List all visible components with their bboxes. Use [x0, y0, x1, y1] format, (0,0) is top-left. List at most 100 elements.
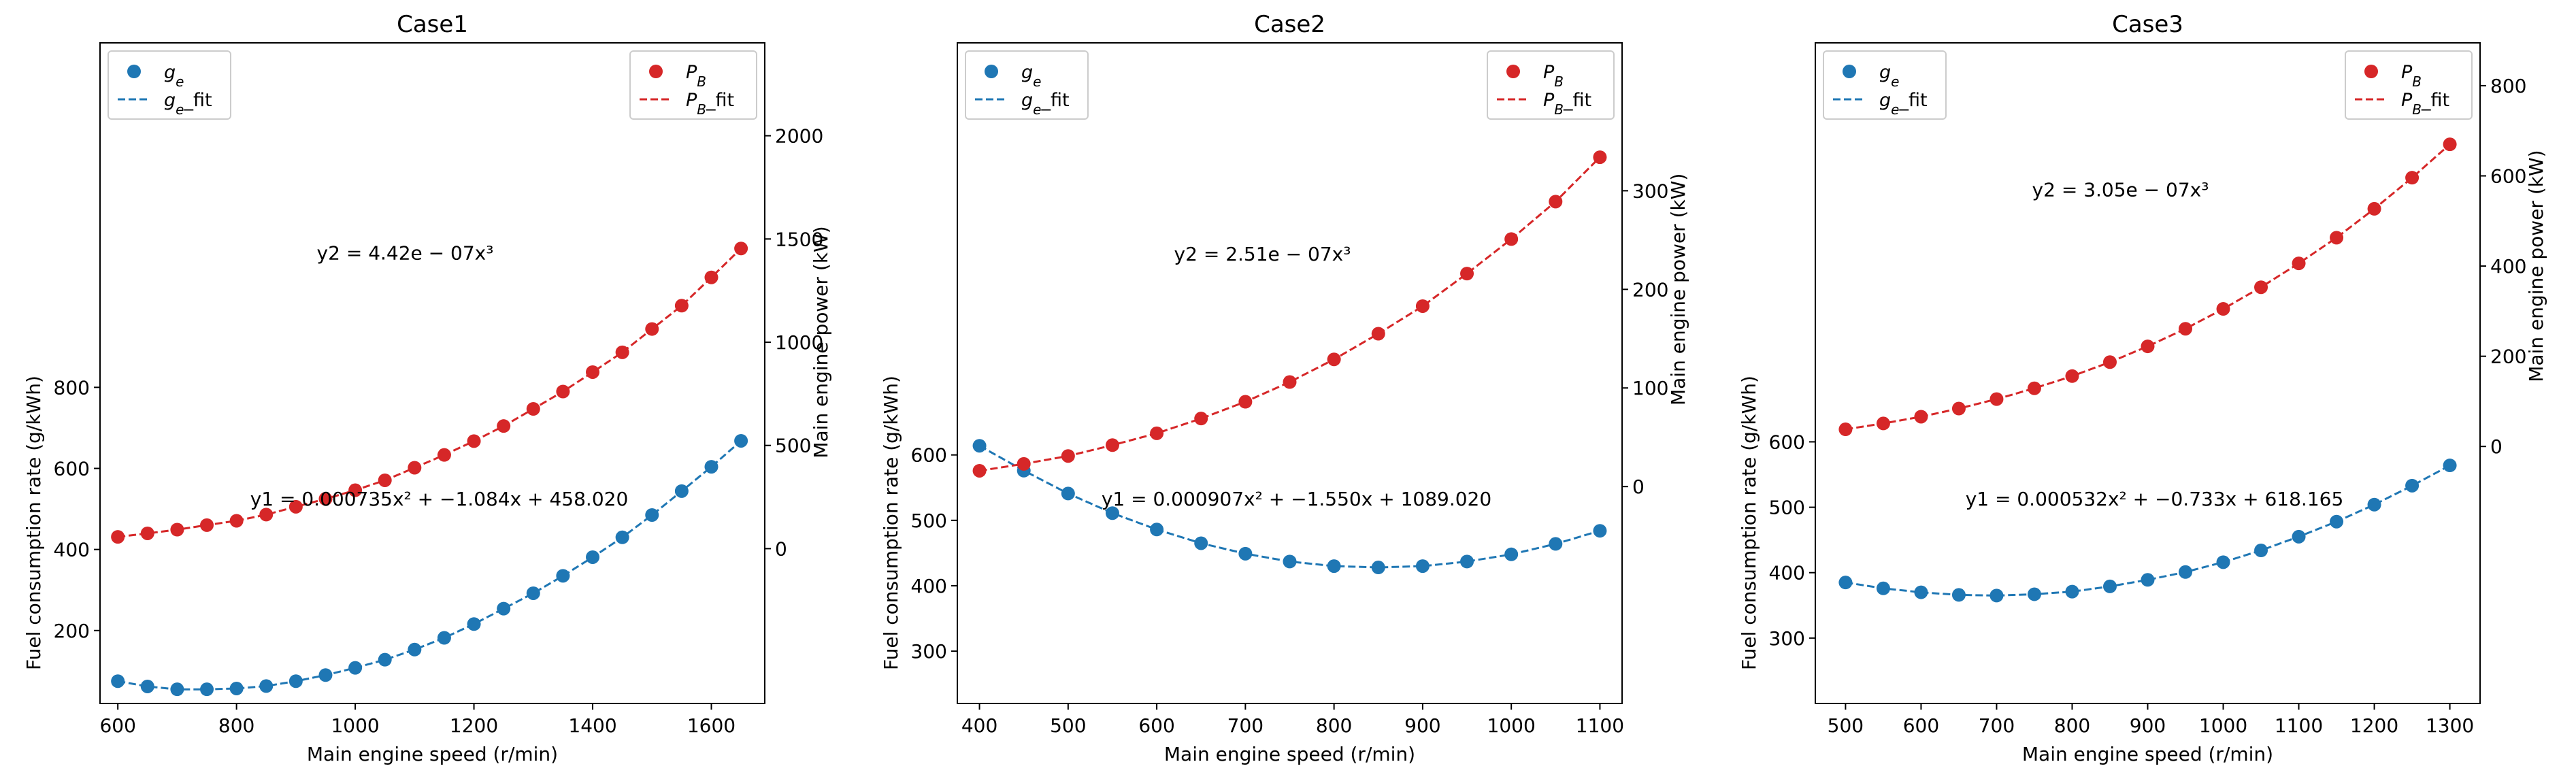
pb-point [467, 434, 481, 448]
ge-point [408, 642, 422, 657]
legend-label: PB_fit [1543, 90, 1591, 118]
pb-point [972, 463, 987, 478]
y-right-axis-label: Main engine power (kW) [810, 226, 832, 458]
ge-point [2330, 514, 2344, 529]
legend-marker [649, 65, 663, 78]
ge-point [2027, 587, 2041, 601]
pb-point [1415, 299, 1430, 313]
ge-point [318, 668, 333, 682]
y-right-tick-label: 500 [775, 435, 811, 457]
legend-label: ge_fit [1879, 90, 1928, 118]
pb-fit-equation: y2 = 2.51e − 07x³ [1174, 243, 1351, 265]
legend-label: ge [1021, 62, 1041, 90]
ge-point [1914, 585, 1928, 599]
legend-marker [2364, 65, 2378, 78]
ge-fit-equation: y1 = 0.000907x² + −1.550x + 1089.020 [1102, 488, 1491, 510]
y-right-tick-label: 300 [1632, 180, 1668, 202]
pb-point [348, 483, 363, 497]
y-left-tick-label: 600 [54, 457, 90, 480]
ge-point [1061, 486, 1075, 501]
x-tick-label: 700 [1979, 714, 2015, 737]
ge-point [140, 679, 154, 693]
y-left-tick-label: 200 [54, 620, 90, 642]
ge-point [1327, 559, 1341, 574]
pb-point [2367, 201, 2381, 216]
pb-point [1549, 195, 1563, 209]
ge-point [111, 674, 125, 689]
y-left-tick-label: 600 [911, 444, 947, 467]
y-right-tick-label: 0 [2490, 435, 2503, 458]
pb-fit-line [1845, 143, 2451, 431]
y-left-tick-label: 300 [911, 640, 947, 663]
ge-point [615, 530, 629, 544]
chart-panel-1: Case1 600 800 1000 1200 1400 1600 200 400 600 800 0… [22, 11, 832, 765]
pb-point [1061, 449, 1075, 463]
y-right-tick-label: 0 [1632, 476, 1645, 498]
ge-point [1593, 524, 1607, 538]
ge-point [586, 550, 600, 564]
ge-point [1371, 561, 1385, 575]
ge-fit-equation: y1 = 0.000735x² + −1.084x + 458.020 [250, 488, 629, 510]
x-tick-label: 1100 [1576, 714, 1624, 737]
y-right-tick-label: 200 [1632, 278, 1668, 301]
plot-frame [99, 42, 765, 704]
y-left-axis-label: Fuel consumption rate (g/kWh) [880, 376, 902, 670]
ge-point [1415, 559, 1430, 574]
x-tick-label: 1200 [2350, 714, 2398, 737]
pb-point [1951, 401, 1966, 416]
pb-point [259, 508, 274, 522]
pb-fit-equation: y2 = 3.05e − 07x³ [2032, 179, 2209, 201]
pb-point [556, 384, 570, 399]
y-left-tick-label: 800 [54, 376, 90, 399]
pb-point [1838, 422, 1853, 437]
pb-point [2102, 355, 2117, 369]
x-tick-label: 500 [1828, 714, 1864, 737]
y-left-tick-label: 500 [911, 510, 947, 532]
ge-point [2254, 544, 2268, 558]
legend-label: ge [164, 62, 184, 90]
y-right-tick-label: 2000 [775, 125, 823, 148]
pb-point [2027, 381, 2041, 395]
x-tick-label: 800 [2054, 714, 2090, 737]
pb-point [645, 322, 659, 336]
chart-panel-3: Case3 500 600 700 800 900 1000 1100 1200 1300 300 4… [1738, 11, 2547, 765]
ge-point [2179, 565, 2193, 579]
pb-point [378, 473, 392, 487]
y-right-tick-label: 0 [775, 537, 787, 560]
ge-point [437, 631, 451, 645]
ge-point [378, 652, 392, 667]
legend-marker [985, 65, 998, 78]
ge-point [229, 681, 244, 695]
x-tick-label: 700 [1227, 714, 1264, 737]
pb-point [1504, 232, 1519, 246]
x-tick-label: 600 [1903, 714, 1939, 737]
y-right-tick-label: 100 [1632, 377, 1668, 399]
y-right-axis-label: Main engine power (kW) [1667, 173, 1689, 405]
ge-point [674, 484, 689, 498]
y-right-tick-label: 600 [2490, 165, 2526, 188]
ge-point [1876, 581, 1890, 595]
ge-point [2443, 459, 2457, 473]
x-tick-label: 600 [99, 714, 135, 737]
pb-point [1593, 150, 1607, 165]
y-left-tick-label: 300 [1769, 627, 1805, 650]
ge-point [2367, 497, 2381, 512]
pb-point [1371, 327, 1385, 341]
pb-point [1150, 426, 1164, 440]
legend-label: PB [686, 62, 706, 90]
pb-point [1283, 375, 1297, 389]
x-tick-label: 500 [1050, 714, 1086, 737]
legend-label: ge_fit [164, 90, 212, 118]
pb-point [1194, 412, 1208, 426]
pb-point [318, 492, 333, 506]
pb-point [2254, 280, 2268, 295]
pb-point [2216, 302, 2230, 316]
ge-point [2216, 555, 2230, 569]
pb-point [408, 461, 422, 475]
ge-point [2405, 478, 2420, 493]
ge-point [1283, 554, 1297, 569]
x-tick-label: 1400 [568, 714, 616, 737]
x-tick-label: 1000 [331, 714, 379, 737]
